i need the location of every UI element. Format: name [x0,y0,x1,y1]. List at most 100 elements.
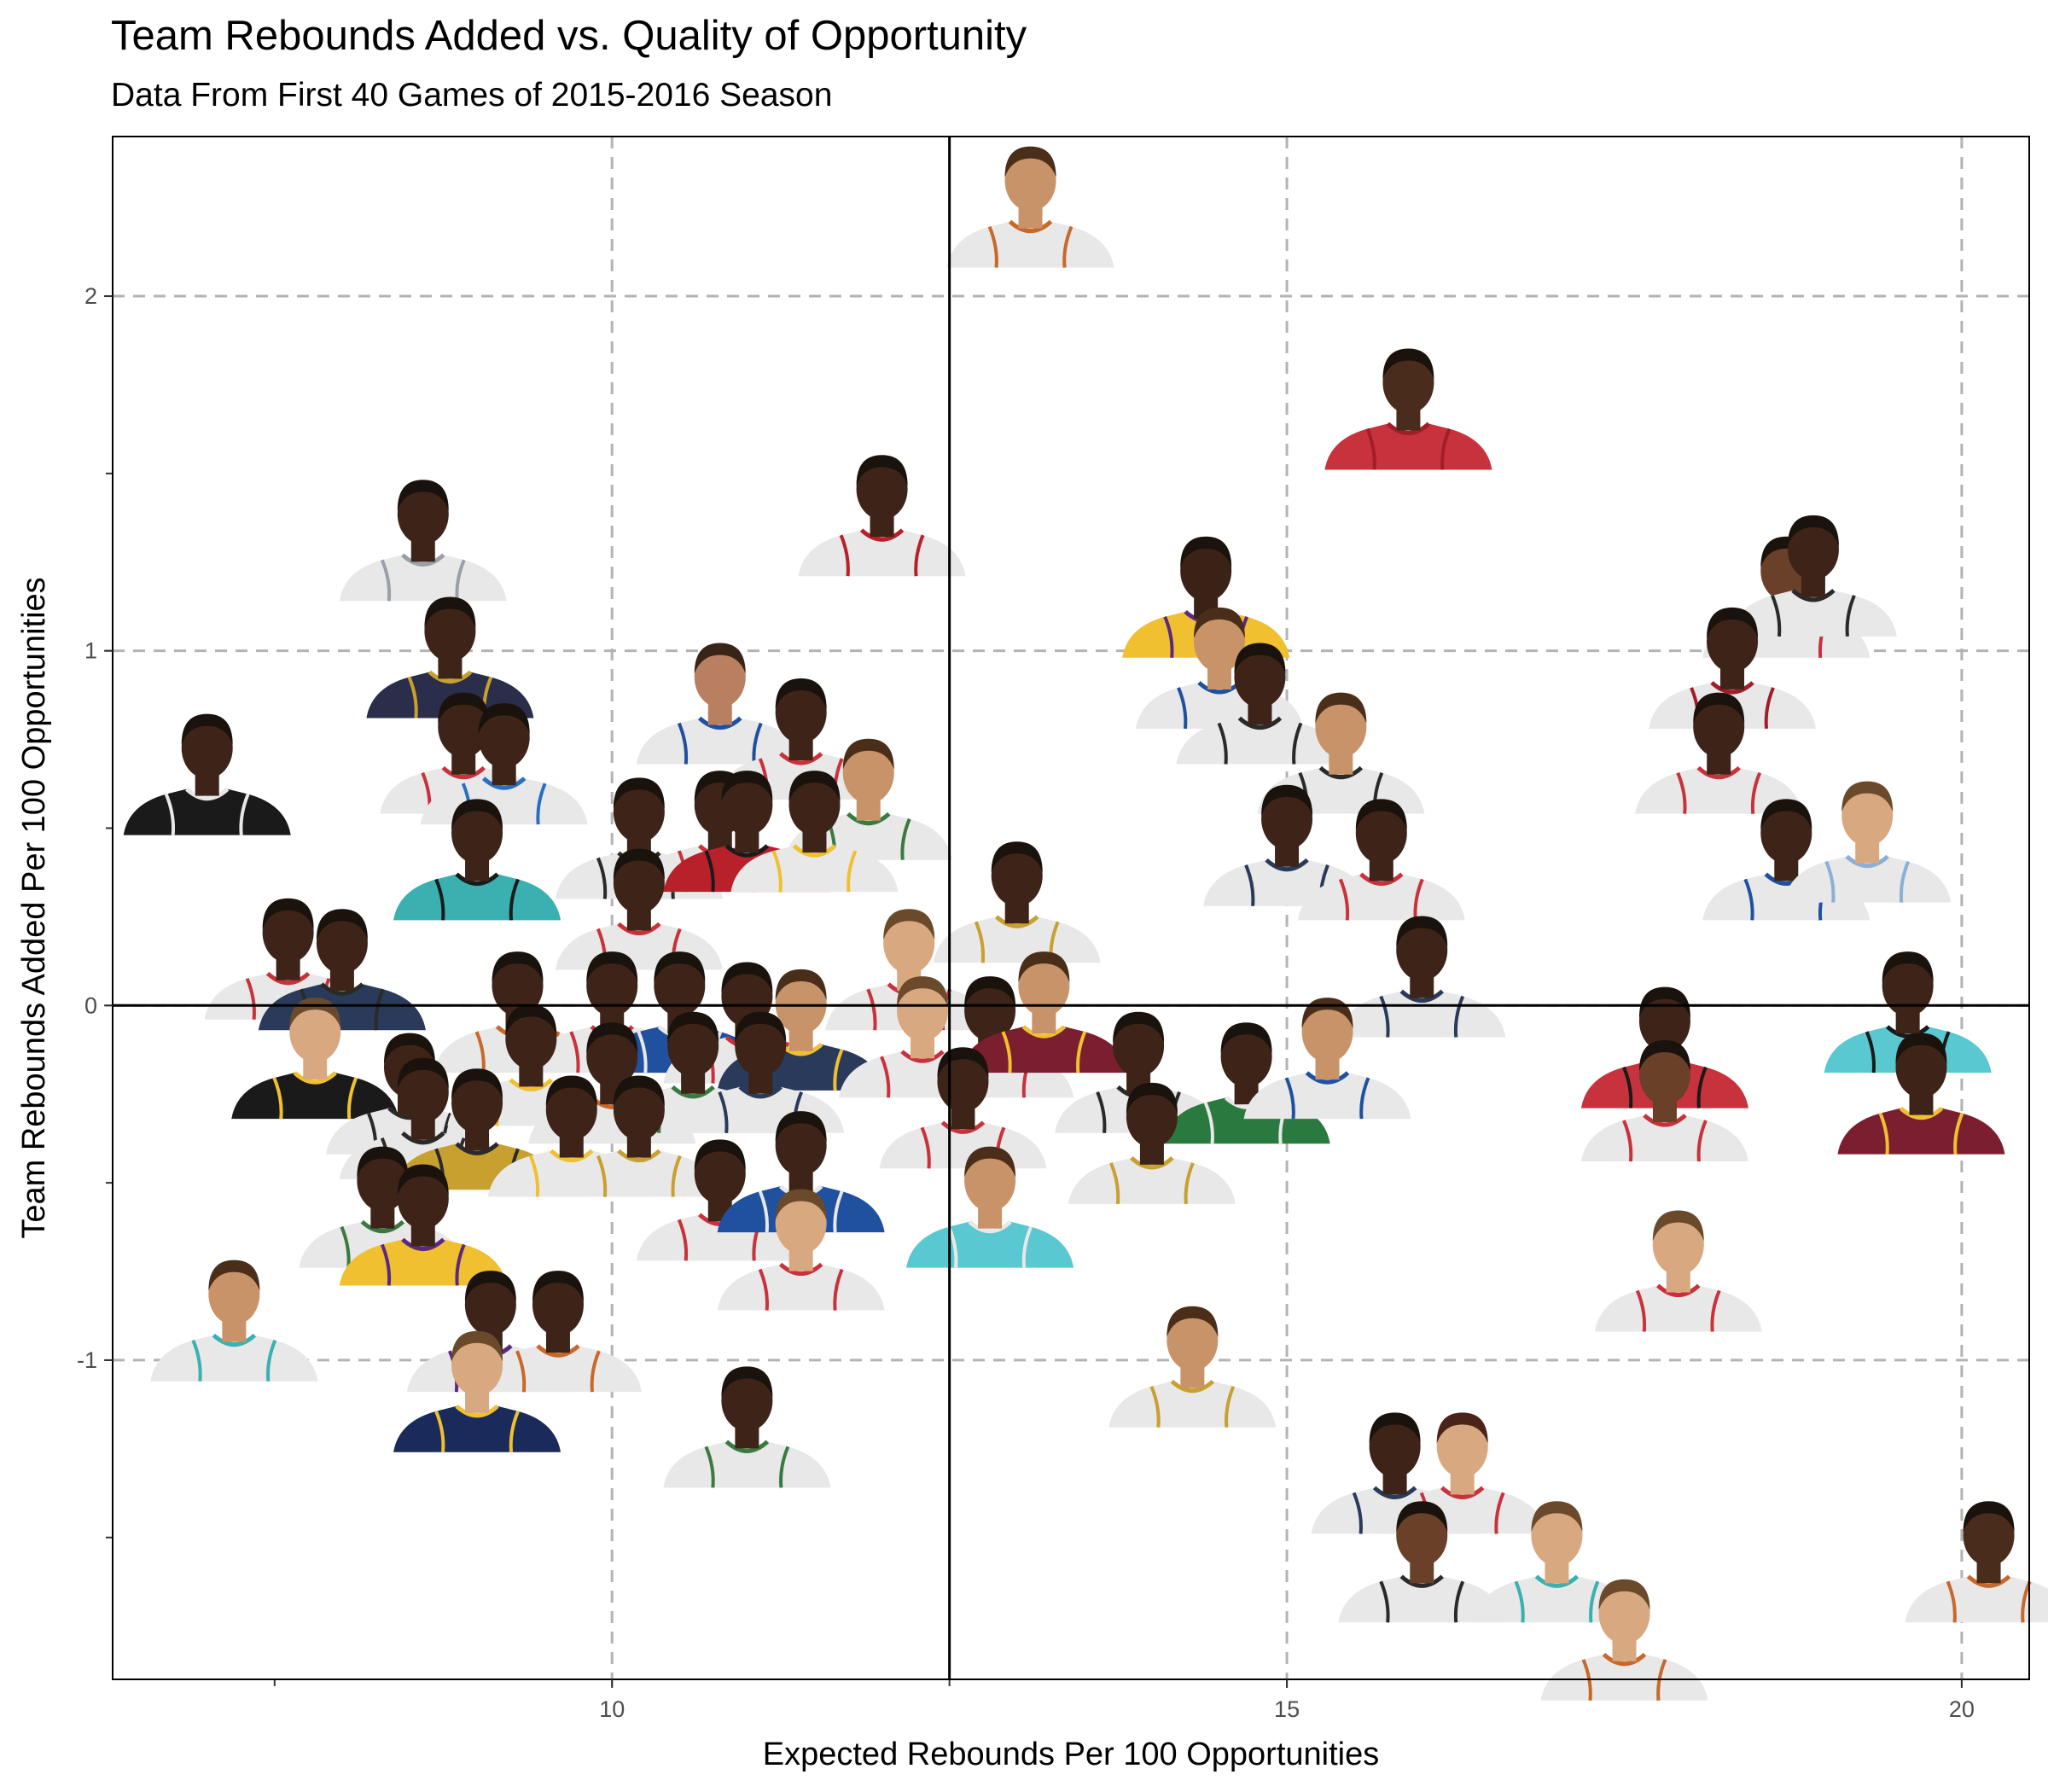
player-hair [1369,1412,1421,1444]
jersey-armhole [239,793,250,835]
jersey-collar [1237,716,1283,730]
y-tick-label: 0 [84,992,97,1018]
jersey-armhole [380,559,392,602]
jersey-armhole [164,793,176,835]
jersey-armhole [677,1219,689,1261]
jersey-collar [1845,854,1889,869]
player-hair [1355,799,1407,830]
player-headshot-marker [1108,1306,1277,1428]
player-hair [1220,1022,1272,1054]
player-jersey [150,1335,318,1382]
player-hair [181,713,233,745]
jersey-armhole [637,1031,648,1073]
jersey-collar [455,1404,499,1418]
player-headshot-marker [1905,1501,2048,1623]
player-hair [1193,607,1245,638]
jersey-armhole [1622,1120,1633,1162]
jersey-collar [1399,989,1444,1004]
player-headshot-marker [1297,799,1465,921]
jersey-armhole [1379,995,1390,1038]
player-headshot-marker [339,1164,507,1286]
player-face [842,742,894,804]
jersey-armhole [1696,1120,1708,1162]
player-face [1638,1043,1690,1105]
player-face [1126,1085,1178,1148]
jersey-collar [482,777,527,790]
player-jersey [1783,856,1952,903]
jersey-armhole [914,534,925,577]
jersey-collar [778,752,823,765]
player-face [262,901,314,963]
jersey-armhole [272,1077,283,1120]
x-tick-label: 20 [1949,1696,1975,1722]
jersey-collar [536,1344,580,1358]
jersey-armhole [1177,687,1188,730]
player-face [208,1263,260,1325]
player-face [775,682,827,744]
jersey-collar [1318,765,1364,780]
player-headshot-marker [1729,515,1897,637]
jersey-armhole [191,1339,202,1382]
player-hair [1261,784,1313,816]
player-headshot-marker [339,480,507,602]
player-hair [1895,1033,1947,1064]
jersey-collar [401,1131,445,1145]
jersey-collar [738,1085,783,1099]
player-headshot-marker [798,455,966,577]
player-headshot-marker [663,1366,831,1488]
x-tick-label: 10 [599,1696,625,1722]
player-jersey [1473,1576,1641,1623]
player-face [1369,1416,1421,1478]
jersey-armhole [1021,1225,1033,1268]
jersey-collar [1885,1025,1930,1039]
player-jersey [1108,1381,1277,1428]
jersey-armhole [900,817,911,860]
player-headshot-marker [1338,1501,1506,1623]
player-headshot-marker [555,1075,723,1197]
jersey-armhole [1899,860,1911,903]
player-face [964,1149,1016,1212]
jersey-armhole [1635,1289,1647,1332]
player-face [1018,955,1070,1017]
player-hair [735,1011,787,1043]
player-headshot-marker [1594,1210,1762,1332]
player-jersey [730,846,899,893]
jersey-collar [778,1262,823,1277]
jersey-collar [265,971,311,986]
jersey-armhole [1352,1492,1363,1534]
player-headshot-marker [1176,643,1344,765]
jersey-armhole [704,850,715,893]
player-markers [123,146,2048,1701]
jersey-armhole [245,977,256,1020]
jersey-collar [1602,1652,1647,1667]
player-face [316,912,368,975]
player-hair [775,969,827,1000]
jersey-armhole [346,1077,358,1120]
player-headshot-marker [474,1271,642,1393]
player-hair [478,703,530,735]
jersey-armhole [1696,1066,1708,1108]
player-face [1167,1309,1219,1371]
jersey-armhole [1217,722,1228,765]
player-hair [897,976,949,1008]
player-face [1760,802,1812,864]
player-face [357,1149,409,1212]
player-hair [613,848,665,880]
player-hair [424,596,476,628]
player-hair [694,643,746,674]
player-face [1841,784,1894,847]
player-face [1652,1213,1704,1276]
player-jersey [933,916,1101,963]
jersey-armhole [866,988,877,1031]
jersey-collar [724,844,770,858]
player-jersey [1635,767,1803,814]
player-face [586,1026,638,1088]
player-hair [613,1075,665,1107]
jersey-collar [1534,1574,1580,1588]
player-face [545,1079,597,1141]
player-face [775,1114,827,1177]
player-face [451,1072,503,1134]
jersey-armhole [833,1049,844,1091]
player-headshot-marker [1338,916,1506,1038]
player-jersey [1540,1654,1708,1701]
